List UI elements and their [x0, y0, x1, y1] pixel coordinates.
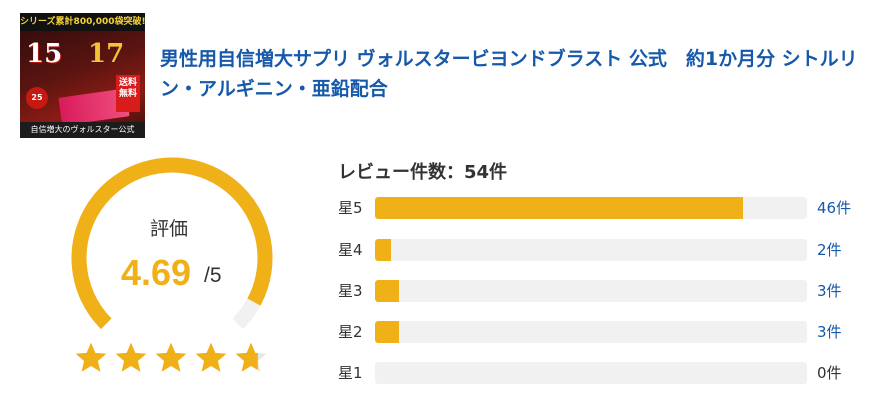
- star-icon: [235, 342, 267, 372]
- star-icon: [195, 342, 227, 372]
- thumbnail-number-right: 17: [88, 39, 125, 69]
- rating-bar-row: 星5 46件: [338, 196, 877, 220]
- rating-gauge: [71, 157, 273, 330]
- rating-bar-row: 星1 0件: [338, 361, 877, 385]
- bar-count-link[interactable]: 2件: [817, 241, 842, 259]
- rating-bar-row: 星2 3件: [338, 320, 877, 344]
- bar-count-link[interactable]: 3件: [817, 323, 842, 341]
- bar-label: 星4: [338, 241, 363, 259]
- thumbnail-top-banner: シリーズ累計800,000袋突破!!: [20, 13, 145, 31]
- bar-fill: [375, 321, 399, 343]
- star-rating: [73, 340, 269, 376]
- bar-label: 星3: [338, 282, 363, 300]
- free-shipping-badge: 送料無料: [116, 75, 140, 112]
- rating-bar-row: 星3 3件: [338, 279, 877, 303]
- bar-count-link[interactable]: 3件: [817, 282, 842, 300]
- bar-track: [375, 197, 807, 219]
- bar-track: [375, 239, 807, 261]
- star-icon: [75, 342, 107, 372]
- thumbnail-bottom-banner: 自信増大のヴォルスター公式: [20, 122, 145, 138]
- thumbnail-number-left: 15: [26, 39, 63, 69]
- product-title-link[interactable]: 男性用自信増大サプリ ヴォルスタービヨンドブラスト 公式 約1か月分 シトルリン…: [160, 48, 858, 100]
- rating-bar-row: 星4 2件: [338, 238, 877, 262]
- bar-label: 星1: [338, 364, 363, 382]
- bar-fill: [375, 280, 399, 302]
- bar-track: [375, 280, 807, 302]
- rating-label: 評価: [150, 218, 189, 240]
- bar-count-link: 0件: [817, 364, 842, 382]
- rating-value: 4.69: [121, 252, 192, 293]
- star-icon: [155, 342, 187, 372]
- rating-max: /5: [204, 264, 222, 287]
- bar-fill: [375, 239, 391, 261]
- review-count: レビュー件数：54件: [338, 162, 508, 183]
- gauge-fill: [71, 157, 273, 330]
- bar-fill: [375, 197, 743, 219]
- thumbnail-circle-badge: 25: [26, 87, 48, 109]
- bar-track: [375, 362, 807, 384]
- bar-count-link[interactable]: 46件: [817, 199, 852, 217]
- product-thumbnail[interactable]: シリーズ累計800,000袋突破!! 15 17 25 送料無料 自信増大のヴォ…: [20, 13, 145, 138]
- star-icon: [115, 342, 147, 372]
- bar-track: [375, 321, 807, 343]
- bar-label: 星2: [338, 323, 363, 341]
- bar-label: 星5: [338, 199, 363, 217]
